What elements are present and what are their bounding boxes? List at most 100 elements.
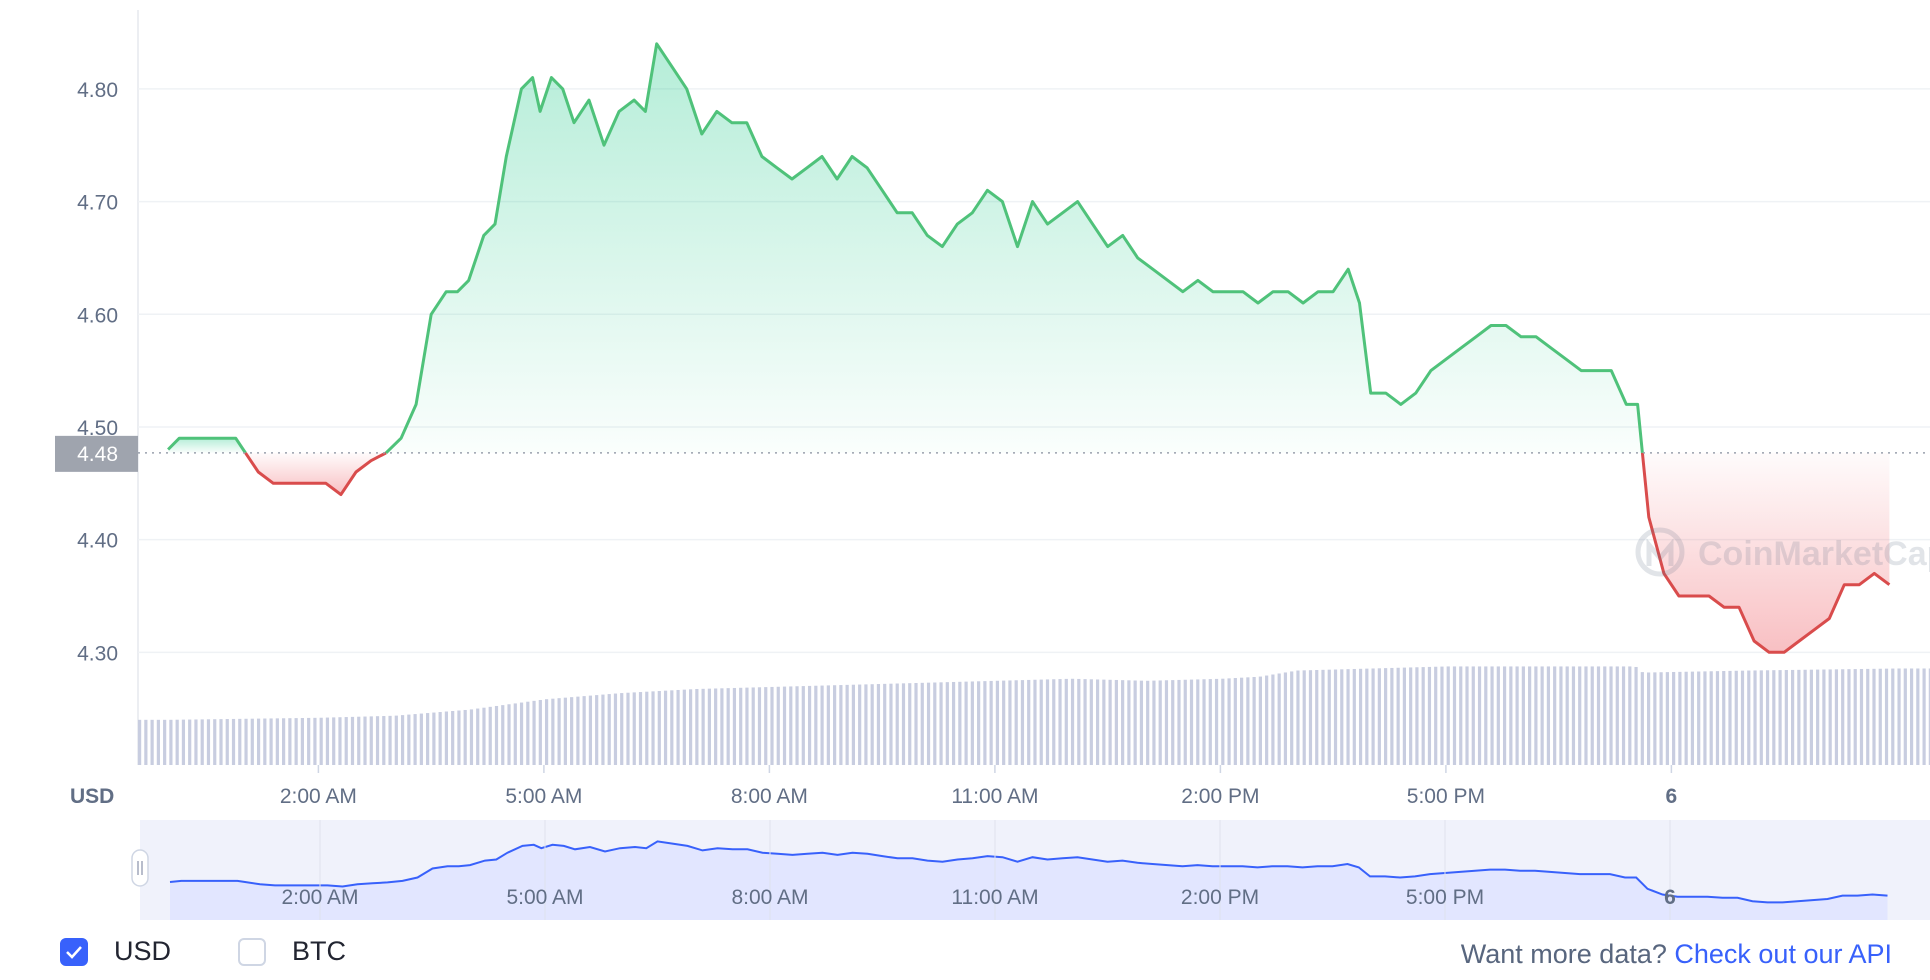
volume-bar: [1064, 678, 1068, 765]
volume-bar: [1571, 666, 1576, 765]
volume-bar: [413, 714, 417, 765]
volume-bar: [238, 718, 242, 765]
volume-bar: [200, 719, 204, 765]
volume-bar: [1809, 669, 1813, 765]
volume-bar: [494, 705, 499, 765]
volume-bar: [764, 687, 768, 765]
volume-bar: [1715, 671, 1720, 765]
volume-bars: [138, 666, 1930, 765]
volume-bar: [876, 684, 881, 765]
volume-bar: [288, 718, 292, 765]
volume-bar: [1352, 668, 1356, 765]
volume-bar: [1027, 679, 1031, 765]
volume-bar: [1897, 668, 1901, 765]
volume-bar: [175, 719, 179, 765]
volume-bar: [714, 688, 718, 765]
volume-bar: [1214, 678, 1219, 765]
volume-bar: [707, 688, 711, 765]
api-prefix-text: Want more data?: [1460, 939, 1675, 969]
volume-bar: [1878, 668, 1882, 765]
volume-bar: [1459, 666, 1463, 765]
volume-bar: [138, 719, 142, 765]
volume-bar: [1121, 680, 1125, 765]
api-promo: Want more data? Check out our API: [1461, 936, 1892, 972]
api-link[interactable]: Check out our API: [1674, 939, 1892, 969]
volume-bar: [1258, 676, 1262, 765]
y-tick-label: 4.80: [77, 79, 118, 102]
volume-bar: [163, 719, 167, 765]
volume-bar: [1402, 667, 1406, 765]
x-axis: USD 2:00 AM 5:00 AM 8:00 AM 11:00 AM 2:00 PM 5…: [70, 765, 1677, 808]
volume-bar: [1002, 680, 1006, 765]
volume-bar: [726, 688, 730, 765]
y-tick-label: 4.40: [77, 530, 118, 553]
volume-bar: [263, 718, 267, 765]
reference-label-box: [55, 435, 138, 472]
volume-bar: [1903, 668, 1907, 765]
volume-bar: [807, 685, 812, 765]
volume-bar: [939, 682, 943, 765]
volume-bar: [1183, 679, 1187, 765]
volume-bar: [1127, 680, 1131, 765]
volume-bar: [1052, 679, 1056, 765]
navigator-tick-label: 5:00 PM: [1406, 886, 1484, 909]
volume-bar: [1665, 672, 1669, 765]
volume-bar: [1377, 668, 1381, 765]
x-tick-label: 2:00 AM: [280, 785, 357, 808]
currency-unit-label: USD: [70, 785, 114, 808]
volume-bar: [701, 688, 705, 765]
navigator-tick-label: 6: [1664, 886, 1676, 909]
volume-bar: [444, 711, 449, 765]
range-navigator[interactable]: 2:00 AM 5:00 AM 8:00 AM 11:00 AM 2:00 PM 5:00…: [131, 820, 1930, 920]
volume-bar: [1634, 666, 1638, 765]
navigator-tick-label: 8:00 AM: [731, 886, 808, 909]
volume-bar: [1365, 668, 1369, 765]
volume-bar: [1158, 680, 1162, 765]
navigator-tick-label: 11:00 AM: [951, 886, 1038, 909]
volume-bar: [1509, 666, 1513, 765]
volume-bar: [282, 718, 286, 765]
volume-bar: [1446, 666, 1450, 765]
volume-bar: [601, 694, 605, 765]
volume-bar: [363, 716, 367, 765]
currency-option-btc[interactable]: BTC: [238, 936, 346, 967]
volume-bar: [657, 691, 661, 765]
volume-bar: [219, 719, 223, 765]
price-chart: CoinMarketCap 4.48 4.304.404.504.604.704…: [55, 10, 1930, 920]
volume-bar: [970, 681, 974, 765]
volume-bar: [820, 685, 824, 765]
volume-bar: [1728, 670, 1732, 765]
volume-bar: [1553, 666, 1557, 765]
volume-bar: [1152, 680, 1156, 765]
checkbox-unchecked-icon[interactable]: [238, 937, 266, 966]
volume-bar: [889, 683, 893, 765]
volume-bar: [895, 683, 899, 765]
volume-bar: [1590, 666, 1594, 765]
volume-bar: [1540, 666, 1544, 765]
y-axis: 4.30 4.40 4.50 4.60 4.70 4.80: [77, 79, 118, 665]
volume-bar: [1246, 677, 1250, 765]
volume-bar: [1233, 678, 1237, 765]
volume-bar: [1922, 668, 1926, 765]
volume-bar: [588, 695, 593, 765]
volume-bar: [519, 702, 524, 765]
reference-line: 4.48: [55, 435, 1930, 472]
volume-bar: [501, 705, 505, 765]
volume-bar: [1283, 672, 1288, 765]
navigator-handle-left[interactable]: [131, 849, 149, 887]
volume-bar: [782, 686, 787, 765]
volume-bar: [1659, 672, 1663, 765]
y-tick-label: 4.50: [77, 417, 118, 440]
navigator-tick-label: 5:00 AM: [506, 886, 583, 909]
volume-bar: [1866, 668, 1870, 765]
volume-bar: [1095, 679, 1100, 765]
volume-bar: [1070, 678, 1075, 765]
volume-bar: [275, 718, 279, 765]
volume-bar: [1133, 680, 1137, 765]
volume-bar: [1321, 669, 1325, 765]
volume-bar: [325, 717, 330, 765]
volume-bar: [244, 718, 248, 765]
checkbox-checked-icon[interactable]: [60, 937, 88, 966]
volume-bar: [626, 692, 630, 765]
currency-option-usd[interactable]: USD: [60, 936, 171, 967]
